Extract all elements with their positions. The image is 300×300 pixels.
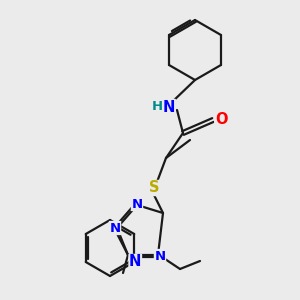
Text: N: N [110, 221, 121, 235]
Text: S: S [149, 181, 159, 196]
Text: H: H [152, 100, 163, 113]
Text: N: N [131, 197, 142, 211]
Text: N: N [129, 254, 141, 269]
Text: N: N [163, 100, 175, 115]
Text: N: N [154, 250, 166, 262]
Text: O: O [215, 112, 227, 128]
